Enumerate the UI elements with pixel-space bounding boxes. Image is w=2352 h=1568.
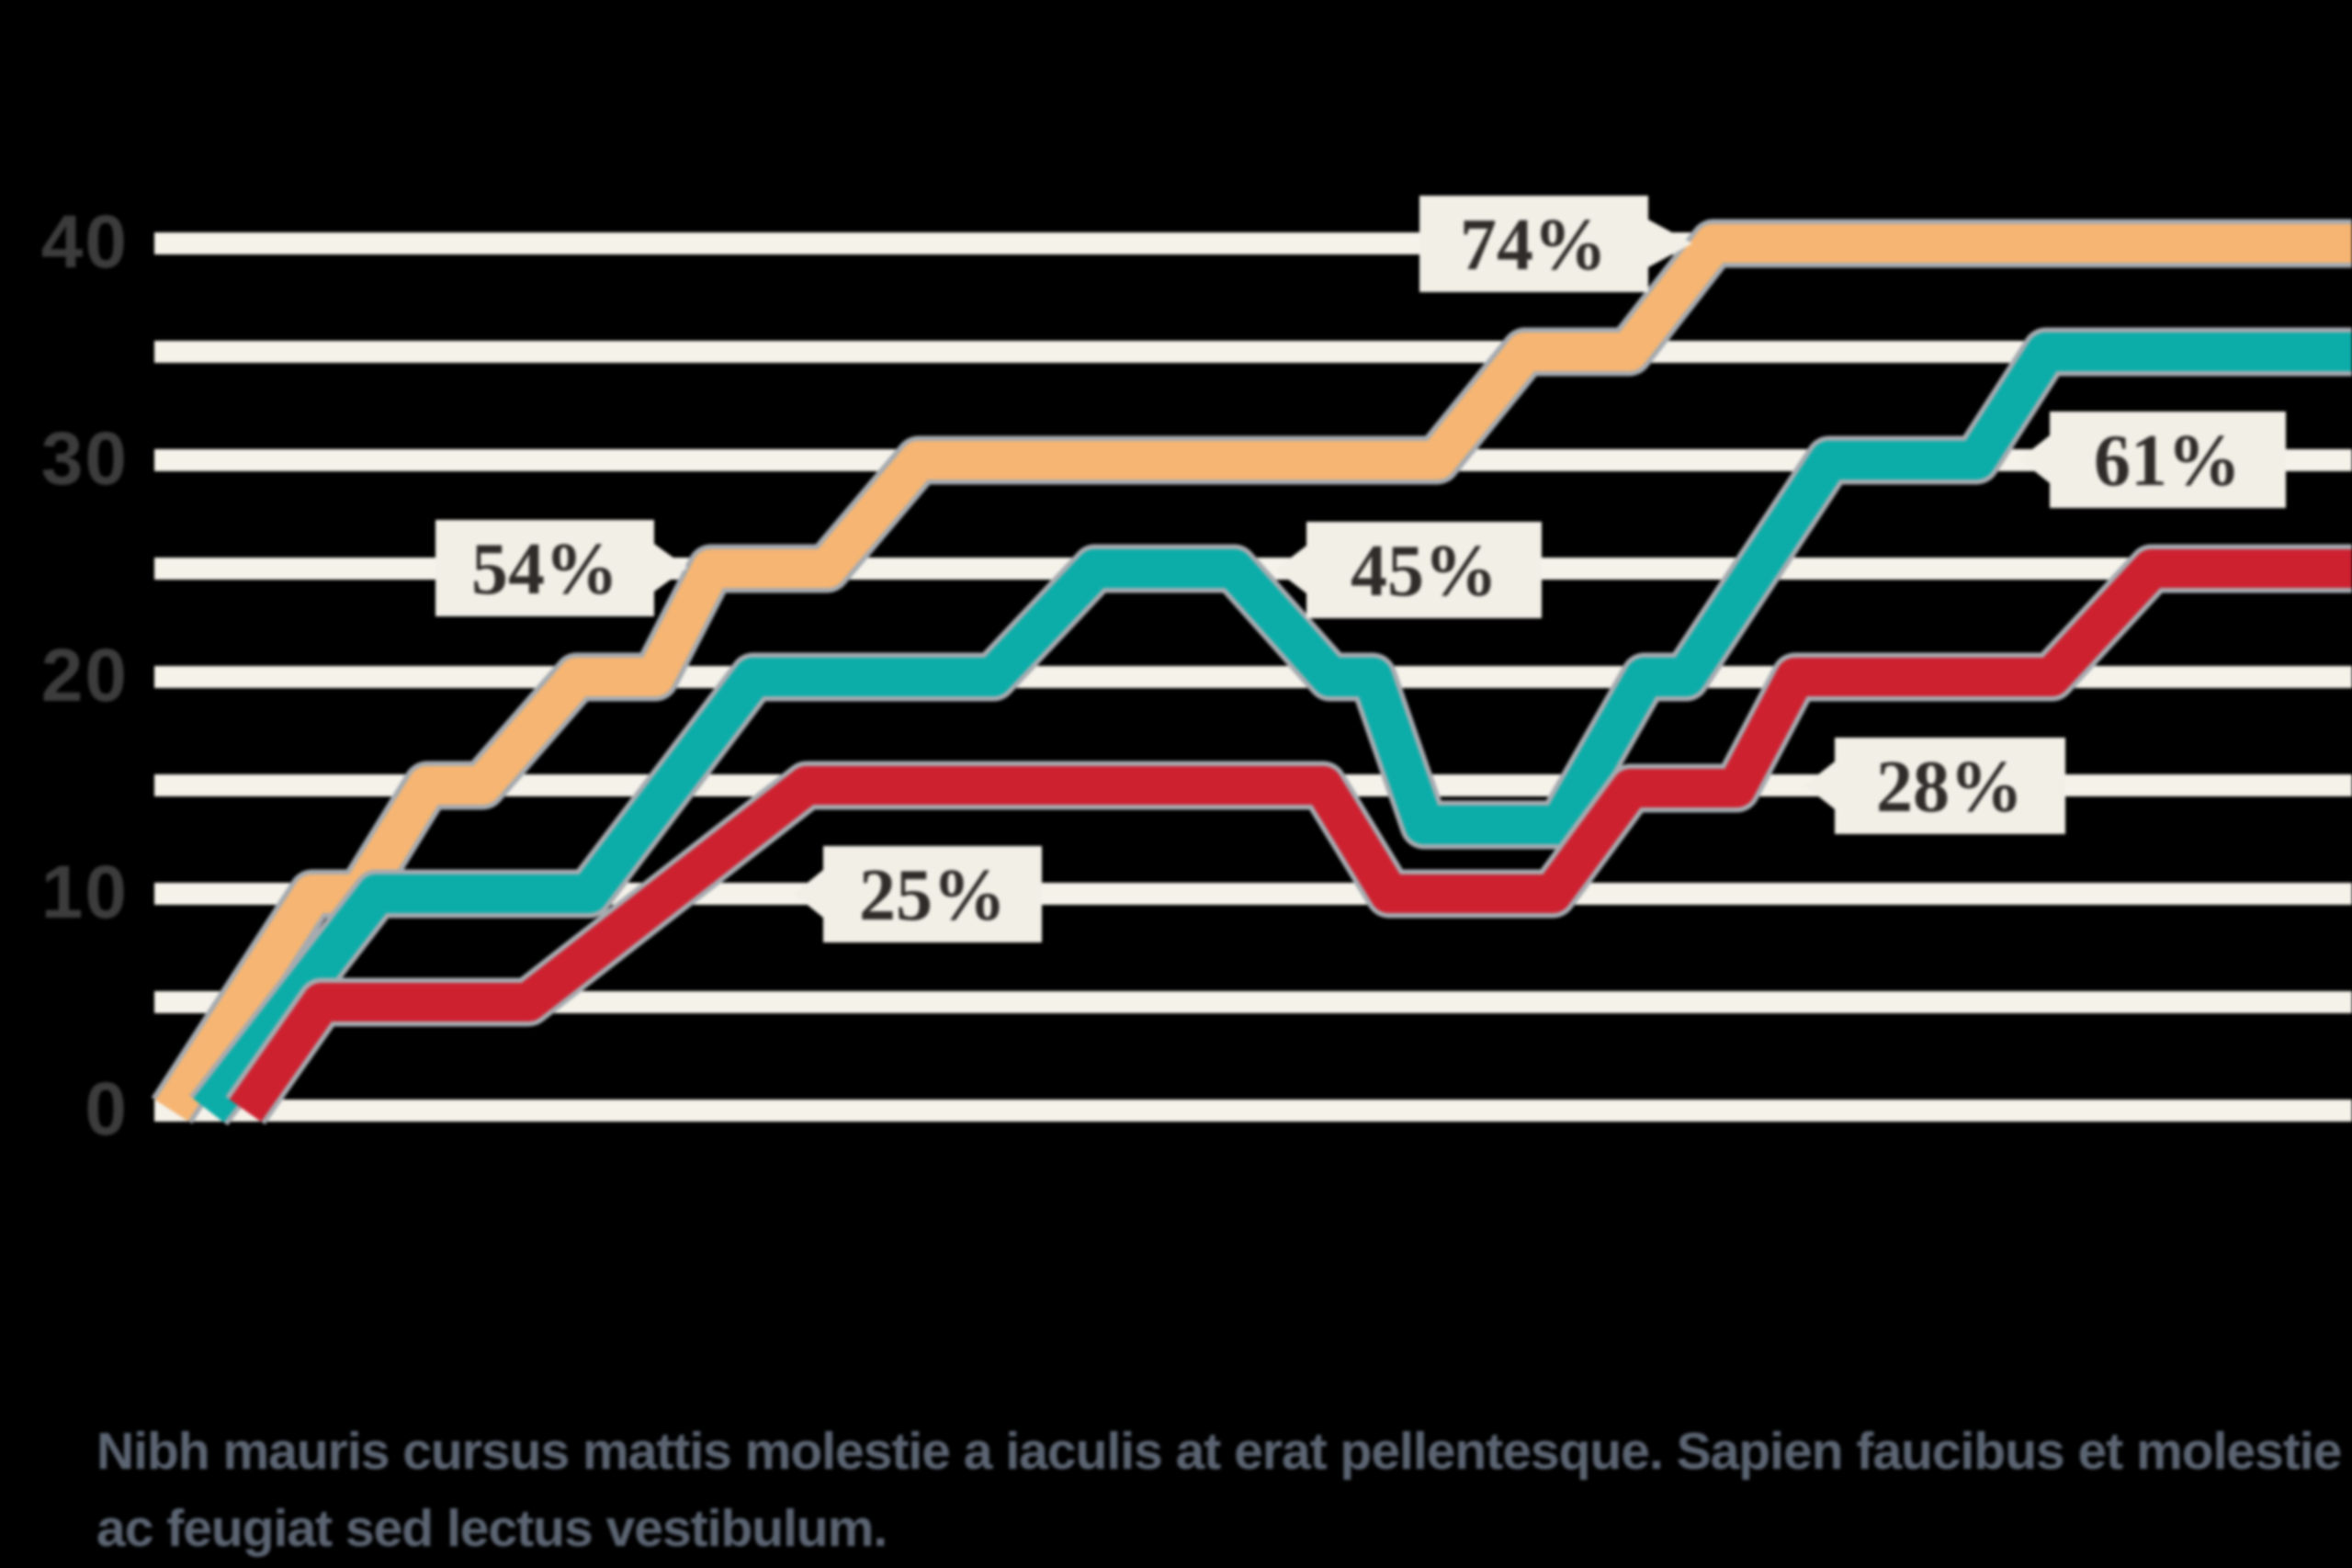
svg-text:10: 10 [41,851,129,934]
svg-text:54%: 54% [471,529,618,610]
svg-text:45%: 45% [1351,531,1498,612]
svg-text:40: 40 [41,200,129,284]
svg-text:30: 30 [41,417,129,501]
svg-text:28%: 28% [1876,747,2023,828]
svg-text:0: 0 [85,1067,129,1151]
svg-text:61%: 61% [2094,421,2241,502]
svg-text:25%: 25% [859,855,1006,936]
svg-text:20: 20 [41,634,129,717]
svg-text:74%: 74% [1460,205,1607,286]
